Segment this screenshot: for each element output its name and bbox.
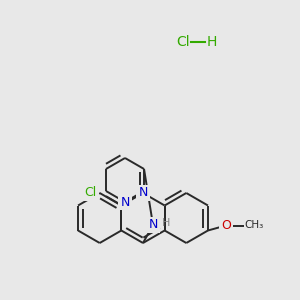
Text: CH₃: CH₃	[244, 220, 263, 230]
Text: N: N	[120, 196, 130, 208]
Text: H: H	[162, 218, 170, 228]
Text: H: H	[207, 35, 217, 49]
Text: N: N	[138, 187, 148, 200]
Text: Cl: Cl	[176, 35, 190, 49]
Text: O: O	[221, 219, 231, 232]
Text: N: N	[148, 218, 158, 232]
Text: Cl: Cl	[84, 187, 97, 200]
